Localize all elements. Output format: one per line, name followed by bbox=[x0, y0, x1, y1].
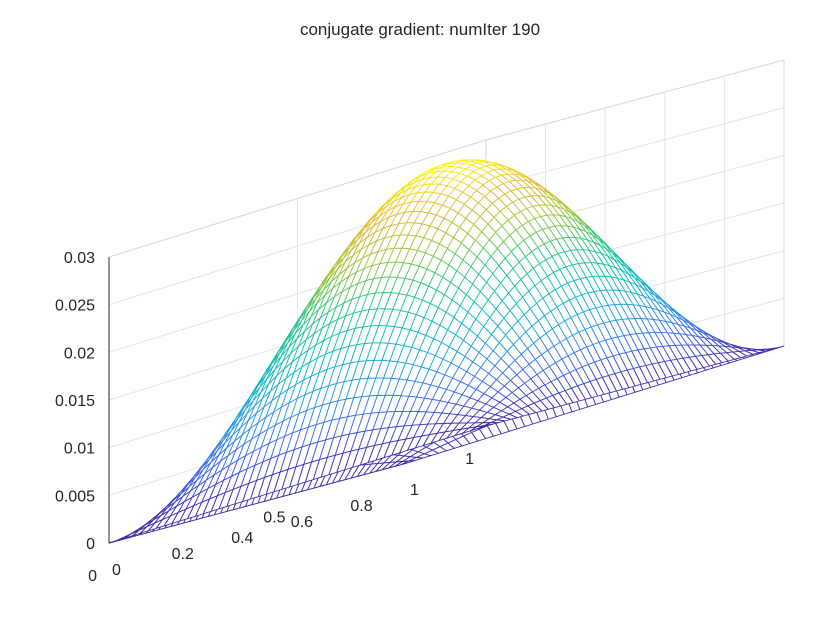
chart-title: conjugate gradient: numIter 190 bbox=[299, 20, 541, 39]
x-tick-label: 0.6 bbox=[291, 514, 313, 531]
x-tick-label: 0.2 bbox=[172, 546, 194, 563]
x-tick-label: 1 bbox=[410, 482, 419, 499]
y-tick-label: 0.5 bbox=[263, 510, 285, 527]
axis-box-edge bbox=[485, 59, 785, 141]
z-tick-label: 0.025 bbox=[55, 298, 95, 315]
z-tick-label: 0.03 bbox=[64, 250, 95, 267]
y-tick-label: 1 bbox=[465, 451, 474, 468]
tick-labels: 0 0.005 0.01 0.015 0.02 0.025 0.03 0 0.2 0.4 0.6 0.… bbox=[55, 250, 474, 585]
x-tick-label: 0.4 bbox=[231, 530, 253, 547]
z-tick-label: 0 bbox=[86, 536, 95, 553]
z-tick-label: 0.01 bbox=[64, 441, 95, 458]
axis-box-edge bbox=[108, 139, 487, 258]
z-tick-label: 0.005 bbox=[55, 488, 95, 505]
z-tick-label: 0.015 bbox=[55, 393, 95, 410]
y-tick-label: 0 bbox=[88, 568, 97, 585]
surface-mesh bbox=[108, 159, 785, 544]
x-tick-label: 0 bbox=[112, 562, 121, 579]
z-tick-label: 0.02 bbox=[64, 345, 95, 362]
mesh-cell bbox=[108, 537, 124, 544]
x-tick-label: 0.8 bbox=[350, 498, 372, 515]
